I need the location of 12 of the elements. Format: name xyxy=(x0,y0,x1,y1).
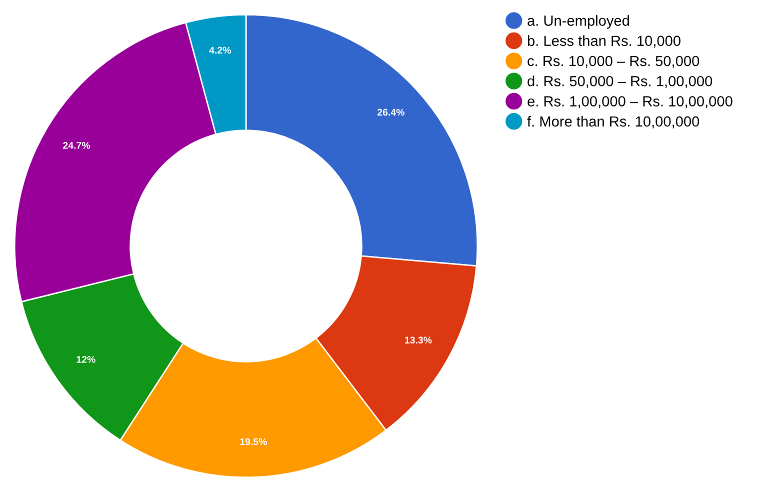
data-label: 24.7% xyxy=(63,142,90,149)
data-label: 26.4% xyxy=(377,108,404,116)
legend-label: b. Less than Rs. 10,000 xyxy=(528,35,680,48)
data-label: 4.2% xyxy=(209,46,231,54)
legend-label: e. Rs. 1,00,000 – Rs. 10,00,000 xyxy=(528,96,732,108)
legend-label: f. More than Rs. 10,00,000 xyxy=(527,116,700,128)
legend-label: a. Un-employed xyxy=(528,15,630,29)
data-label: 19.5% xyxy=(240,438,267,446)
legend-label: c. Rs. 10,000 – Rs. 50,000 xyxy=(528,56,700,68)
data-label: 13.3% xyxy=(405,336,432,344)
data-label: 12% xyxy=(76,356,96,363)
legend-label: d. Rs. 50,000 – Rs. 1,00,000 xyxy=(528,76,712,88)
